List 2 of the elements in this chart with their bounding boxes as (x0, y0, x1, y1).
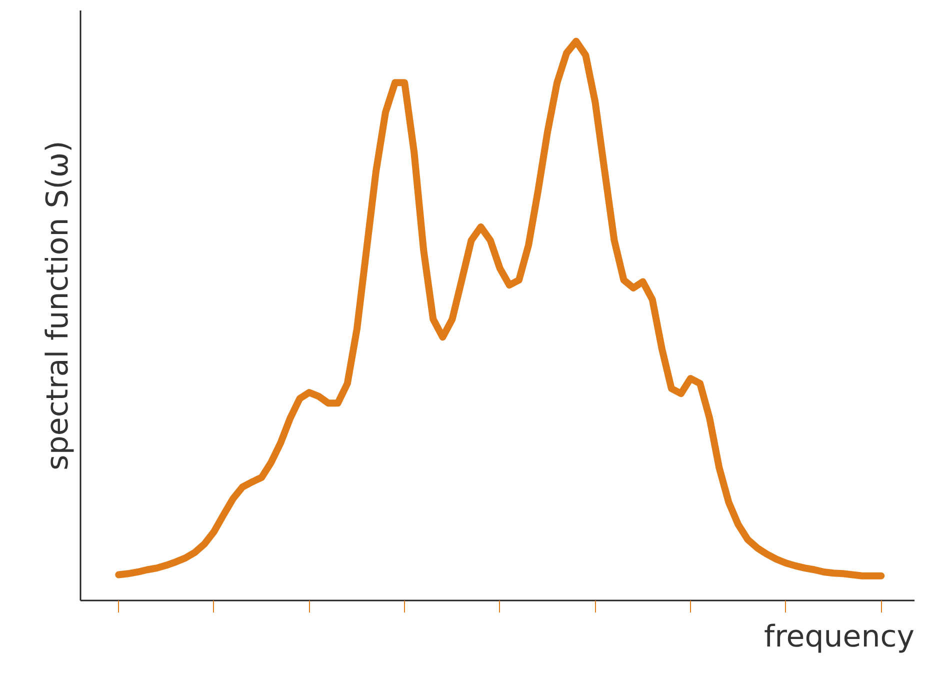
y-axis-title: spectral function S(ω) (40, 140, 76, 470)
x-axis-title: frequency (764, 620, 914, 654)
